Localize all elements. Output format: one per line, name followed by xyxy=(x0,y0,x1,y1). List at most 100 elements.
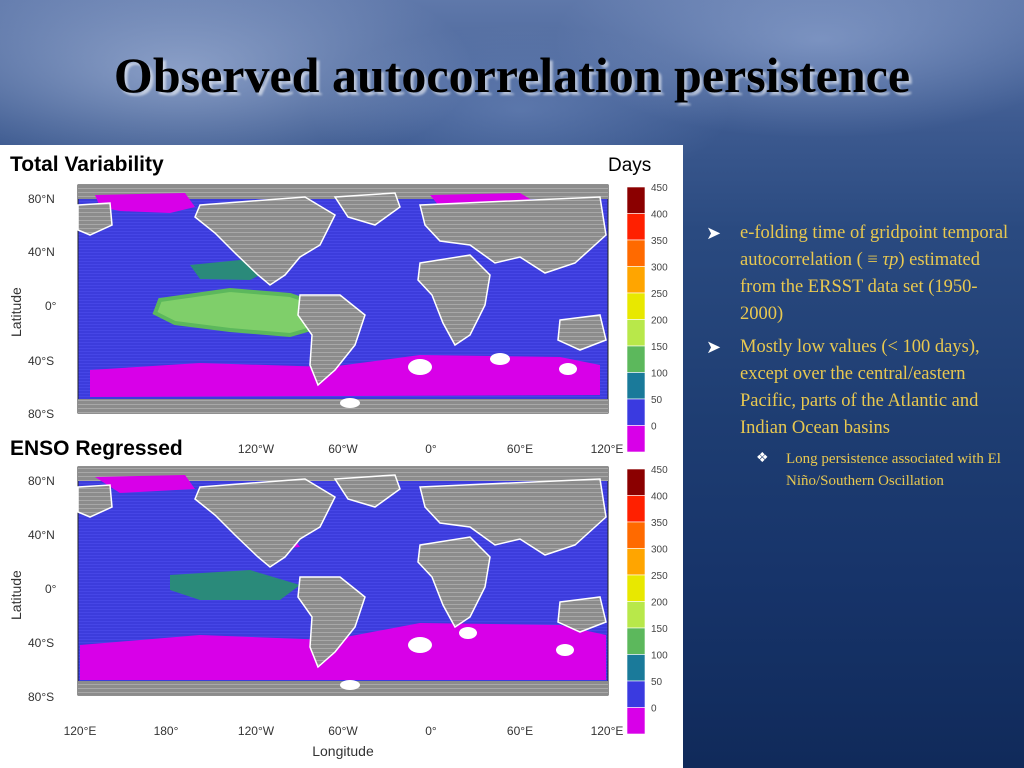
colorbar-tick-label: 150 xyxy=(651,342,668,353)
colorbar-tick-label: 0 xyxy=(651,704,657,715)
colorbar-swatch xyxy=(626,495,646,523)
bottom-white-blob-2 xyxy=(459,627,477,639)
top-lat-tick: 0° xyxy=(45,299,57,313)
colorbar-swatch xyxy=(626,425,646,453)
top-white-blob-2 xyxy=(490,353,510,365)
colorbar-tick-label: 350 xyxy=(651,236,668,247)
bullet-item: ➤ Mostly low values (< 100 days), except… xyxy=(700,334,1010,442)
figure-panel: Total Variability Days ENSO Regressed xyxy=(0,145,683,768)
bullet-list: ➤ e-folding time of gridpoint temporal a… xyxy=(700,220,1010,492)
top-lon-tick: 120°E xyxy=(591,442,624,456)
colorbar-swatch xyxy=(626,239,646,267)
colorbar-tick-label: 50 xyxy=(651,395,663,406)
bottom-lon-axis: 120°E 180° 120°W 60°W 0° 60°E 120°E Long… xyxy=(64,724,624,759)
top-lat-tick: 40°N xyxy=(28,245,55,259)
top-lon-axis: 120°W 60°W 0° 60°E 120°E xyxy=(238,442,623,456)
top-lon-tick: 60°W xyxy=(328,442,358,456)
top-white-blob-4 xyxy=(340,398,360,408)
colorbar-swatch xyxy=(626,627,646,655)
colorbar-tick-label: 250 xyxy=(651,571,668,582)
bottom-lon-tick: 120°E xyxy=(64,724,97,738)
top-africa xyxy=(417,254,491,347)
top-lon-tick: 120°W xyxy=(238,442,275,456)
top-pacific-green xyxy=(152,287,328,338)
bottom-lon-tick: 120°W xyxy=(238,724,275,738)
bullet-text: Mostly low values (< 100 days), except o… xyxy=(740,337,980,438)
top-white-blob xyxy=(408,359,432,375)
colorbar-swatch xyxy=(626,345,646,373)
colorbar-swatch xyxy=(626,292,646,320)
top-australia xyxy=(557,314,607,351)
bullet-text-post: ) estimated from the ERSST data set (195… xyxy=(740,250,981,324)
bottom-lat-tick: 40°N xyxy=(28,528,55,542)
sub-bullet-text: Long persistence associated with El Niño… xyxy=(786,451,1001,489)
bottom-lat-tick: 0° xyxy=(45,582,57,596)
top-lon-tick: 60°E xyxy=(507,442,533,456)
bottom-white-blob-4 xyxy=(340,680,360,690)
top-lat-tick: 80°N xyxy=(28,192,55,206)
bottom-eurasia xyxy=(419,478,607,556)
colorbar-swatch xyxy=(626,468,646,496)
colorbar-tick-label: 250 xyxy=(651,289,668,300)
colorbar-swatch xyxy=(626,398,646,426)
top-arctic-magenta xyxy=(95,193,195,213)
colorbar-tick-label: 450 xyxy=(651,465,668,476)
bullet-text-pre: e-folding time of gridpoint temporal aut… xyxy=(740,223,1009,270)
bottom-lon-tick: 180° xyxy=(154,724,179,738)
top-lat-tick: 40°S xyxy=(28,354,54,368)
colorbar-swatch xyxy=(626,266,646,294)
bottom-lon-tick: 60°E xyxy=(507,724,533,738)
colorbar-tick-label: 100 xyxy=(651,651,668,662)
colorbar-tick-label: 150 xyxy=(651,624,668,635)
bottom-lat-axis: 80°N 40°N 0° 40°S 80°S Latitude xyxy=(8,474,57,704)
total-variability-label: Total Variability xyxy=(10,153,164,176)
bottom-map xyxy=(77,466,609,696)
colorbar-top: 450 400 350 300 250 200 150 100 50 0 xyxy=(626,183,668,453)
bottom-north-america xyxy=(194,478,336,568)
colorbar-swatch xyxy=(626,601,646,629)
bottom-white-blob-3 xyxy=(556,644,574,656)
top-west-pacific-land xyxy=(77,202,113,236)
arrow-bullet-icon: ➤ xyxy=(706,337,722,357)
bottom-lon-tick: 0° xyxy=(425,724,437,738)
colorbar-tick-label: 200 xyxy=(651,316,668,327)
top-lat-tick: 80°S xyxy=(28,407,54,421)
top-eurasia xyxy=(419,196,607,274)
colorbar-tick-label: 400 xyxy=(651,210,668,221)
colorbar-tick-label: 300 xyxy=(651,263,668,274)
colorbar-swatch xyxy=(626,521,646,549)
top-south-america xyxy=(297,294,366,387)
colorbar-swatch xyxy=(626,186,646,214)
bottom-south-america xyxy=(297,576,366,669)
colorbar-swatch xyxy=(626,319,646,347)
colorbar-swatch xyxy=(626,680,646,708)
bottom-africa xyxy=(417,536,491,629)
top-map xyxy=(77,184,609,414)
top-south-magenta xyxy=(90,355,600,397)
enso-regressed-label: ENSO Regressed xyxy=(10,437,183,460)
top-white-blob-3 xyxy=(559,363,577,375)
sub-bullet-item: ❖ Long persistence associated with El Ni… xyxy=(700,448,1010,492)
colorbar-tick-label: 200 xyxy=(651,598,668,609)
bullet-item: ➤ e-folding time of gridpoint temporal a… xyxy=(700,220,1010,328)
colorbar-tick-label: 300 xyxy=(651,545,668,556)
top-lon-tick: 0° xyxy=(425,442,437,456)
bottom-xlabel: Longitude xyxy=(312,743,374,759)
diamond-bullet-icon: ❖ xyxy=(756,451,769,466)
colorbar-tick-label: 50 xyxy=(651,677,663,688)
bottom-greenland xyxy=(333,474,401,508)
colorbar-swatch xyxy=(626,213,646,241)
bottom-pacific-teal xyxy=(170,570,300,600)
slide-title: Observed autocorrelation persistence xyxy=(113,47,911,103)
colorbar-swatch xyxy=(626,548,646,576)
colorbar-tick-label: 350 xyxy=(651,518,668,529)
bottom-australia xyxy=(557,596,607,633)
bottom-lon-tick: 120°E xyxy=(591,724,624,738)
top-greenland xyxy=(333,192,401,226)
top-lat-axis: 80°N 40°N 0° 40°S 80°S Latitude xyxy=(8,192,57,421)
map-figure: 80°N 40°N 0° 40°S 80°S Latitude 120°W 60… xyxy=(8,183,668,759)
colorbar-tick-label: 450 xyxy=(651,183,668,194)
top-ylabel: Latitude xyxy=(8,287,24,337)
bottom-arctic-band xyxy=(78,467,608,481)
bottom-lat-tick: 80°S xyxy=(28,690,54,704)
